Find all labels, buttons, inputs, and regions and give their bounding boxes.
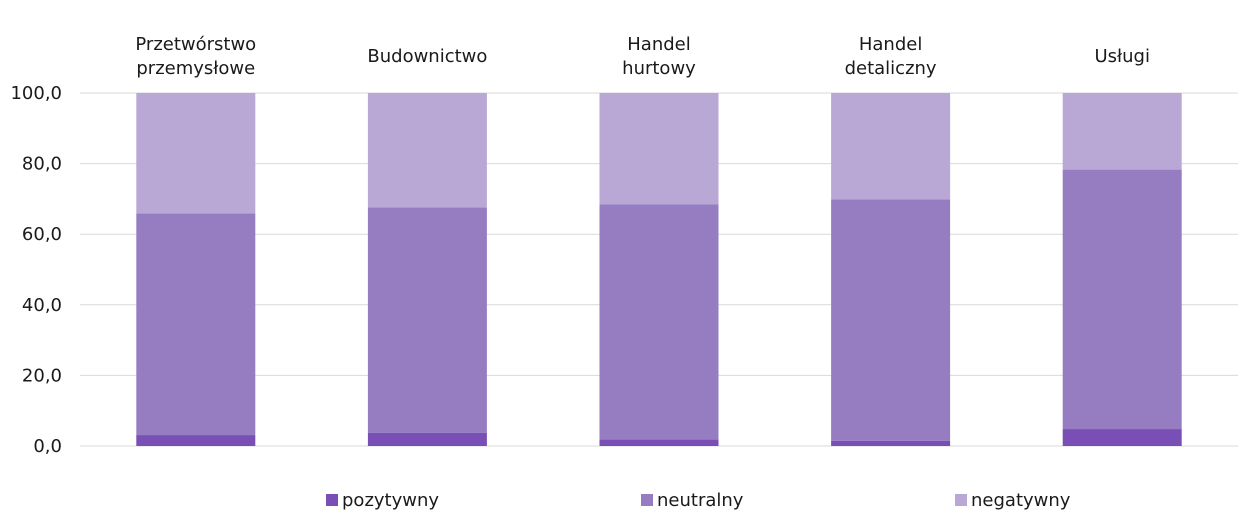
legend-swatch-neutralny (641, 494, 653, 506)
y-tick-label: 40,0 (22, 295, 62, 316)
category-labels: Przetwórstwo przemysłowe Budownictwo Handel… (135, 34, 1150, 79)
category-label: Handel (627, 34, 690, 55)
category-label: Budownictwo (367, 46, 487, 67)
legend-label-negatywny: negatywny (971, 490, 1071, 511)
category-label: hurtowy (622, 58, 696, 79)
category-label: przemysłowe (136, 58, 255, 79)
bar-segment-pozytywny (599, 439, 719, 446)
legend-swatch-negatywny (955, 494, 967, 506)
legend-swatch-pozytywny (326, 494, 338, 506)
bar-segment-neutralny (1062, 169, 1182, 430)
bar-segment-neutralny (367, 207, 487, 433)
bar-segment-neutralny (831, 199, 951, 441)
bar-segment-pozytywny (831, 440, 951, 446)
bar-segment-pozytywny (367, 432, 487, 446)
y-tick-label: 20,0 (22, 365, 62, 386)
category-label: Usługi (1094, 46, 1150, 67)
legend-label-neutralny: neutralny (657, 490, 744, 511)
y-axis-ticks: 0,0 20,0 40,0 60,0 80,0 100,0 (10, 83, 62, 457)
bar-segment-pozytywny (136, 435, 256, 446)
bar-segment-negatywny (136, 93, 256, 214)
bar-segment-neutralny (136, 213, 256, 436)
legend-label-pozytywny: pozytywny (342, 490, 439, 511)
y-tick-label: 80,0 (22, 154, 62, 175)
bar-segment-pozytywny (1062, 429, 1182, 446)
bar-segment-negatywny (367, 93, 487, 208)
bar-segment-negatywny (1062, 93, 1182, 170)
bar-segment-neutralny (599, 204, 719, 440)
y-tick-label: 0,0 (33, 436, 62, 457)
category-label: detaliczny (845, 58, 937, 79)
bar-segment-negatywny (831, 93, 951, 200)
bars (136, 93, 1182, 446)
category-label: Przetwórstwo (135, 34, 256, 55)
category-label: Handel (859, 34, 922, 55)
legend: pozytywny neutralny negatywny (326, 490, 1071, 511)
y-tick-label: 100,0 (10, 83, 62, 104)
y-tick-label: 60,0 (22, 224, 62, 245)
bar-segment-negatywny (599, 93, 719, 205)
